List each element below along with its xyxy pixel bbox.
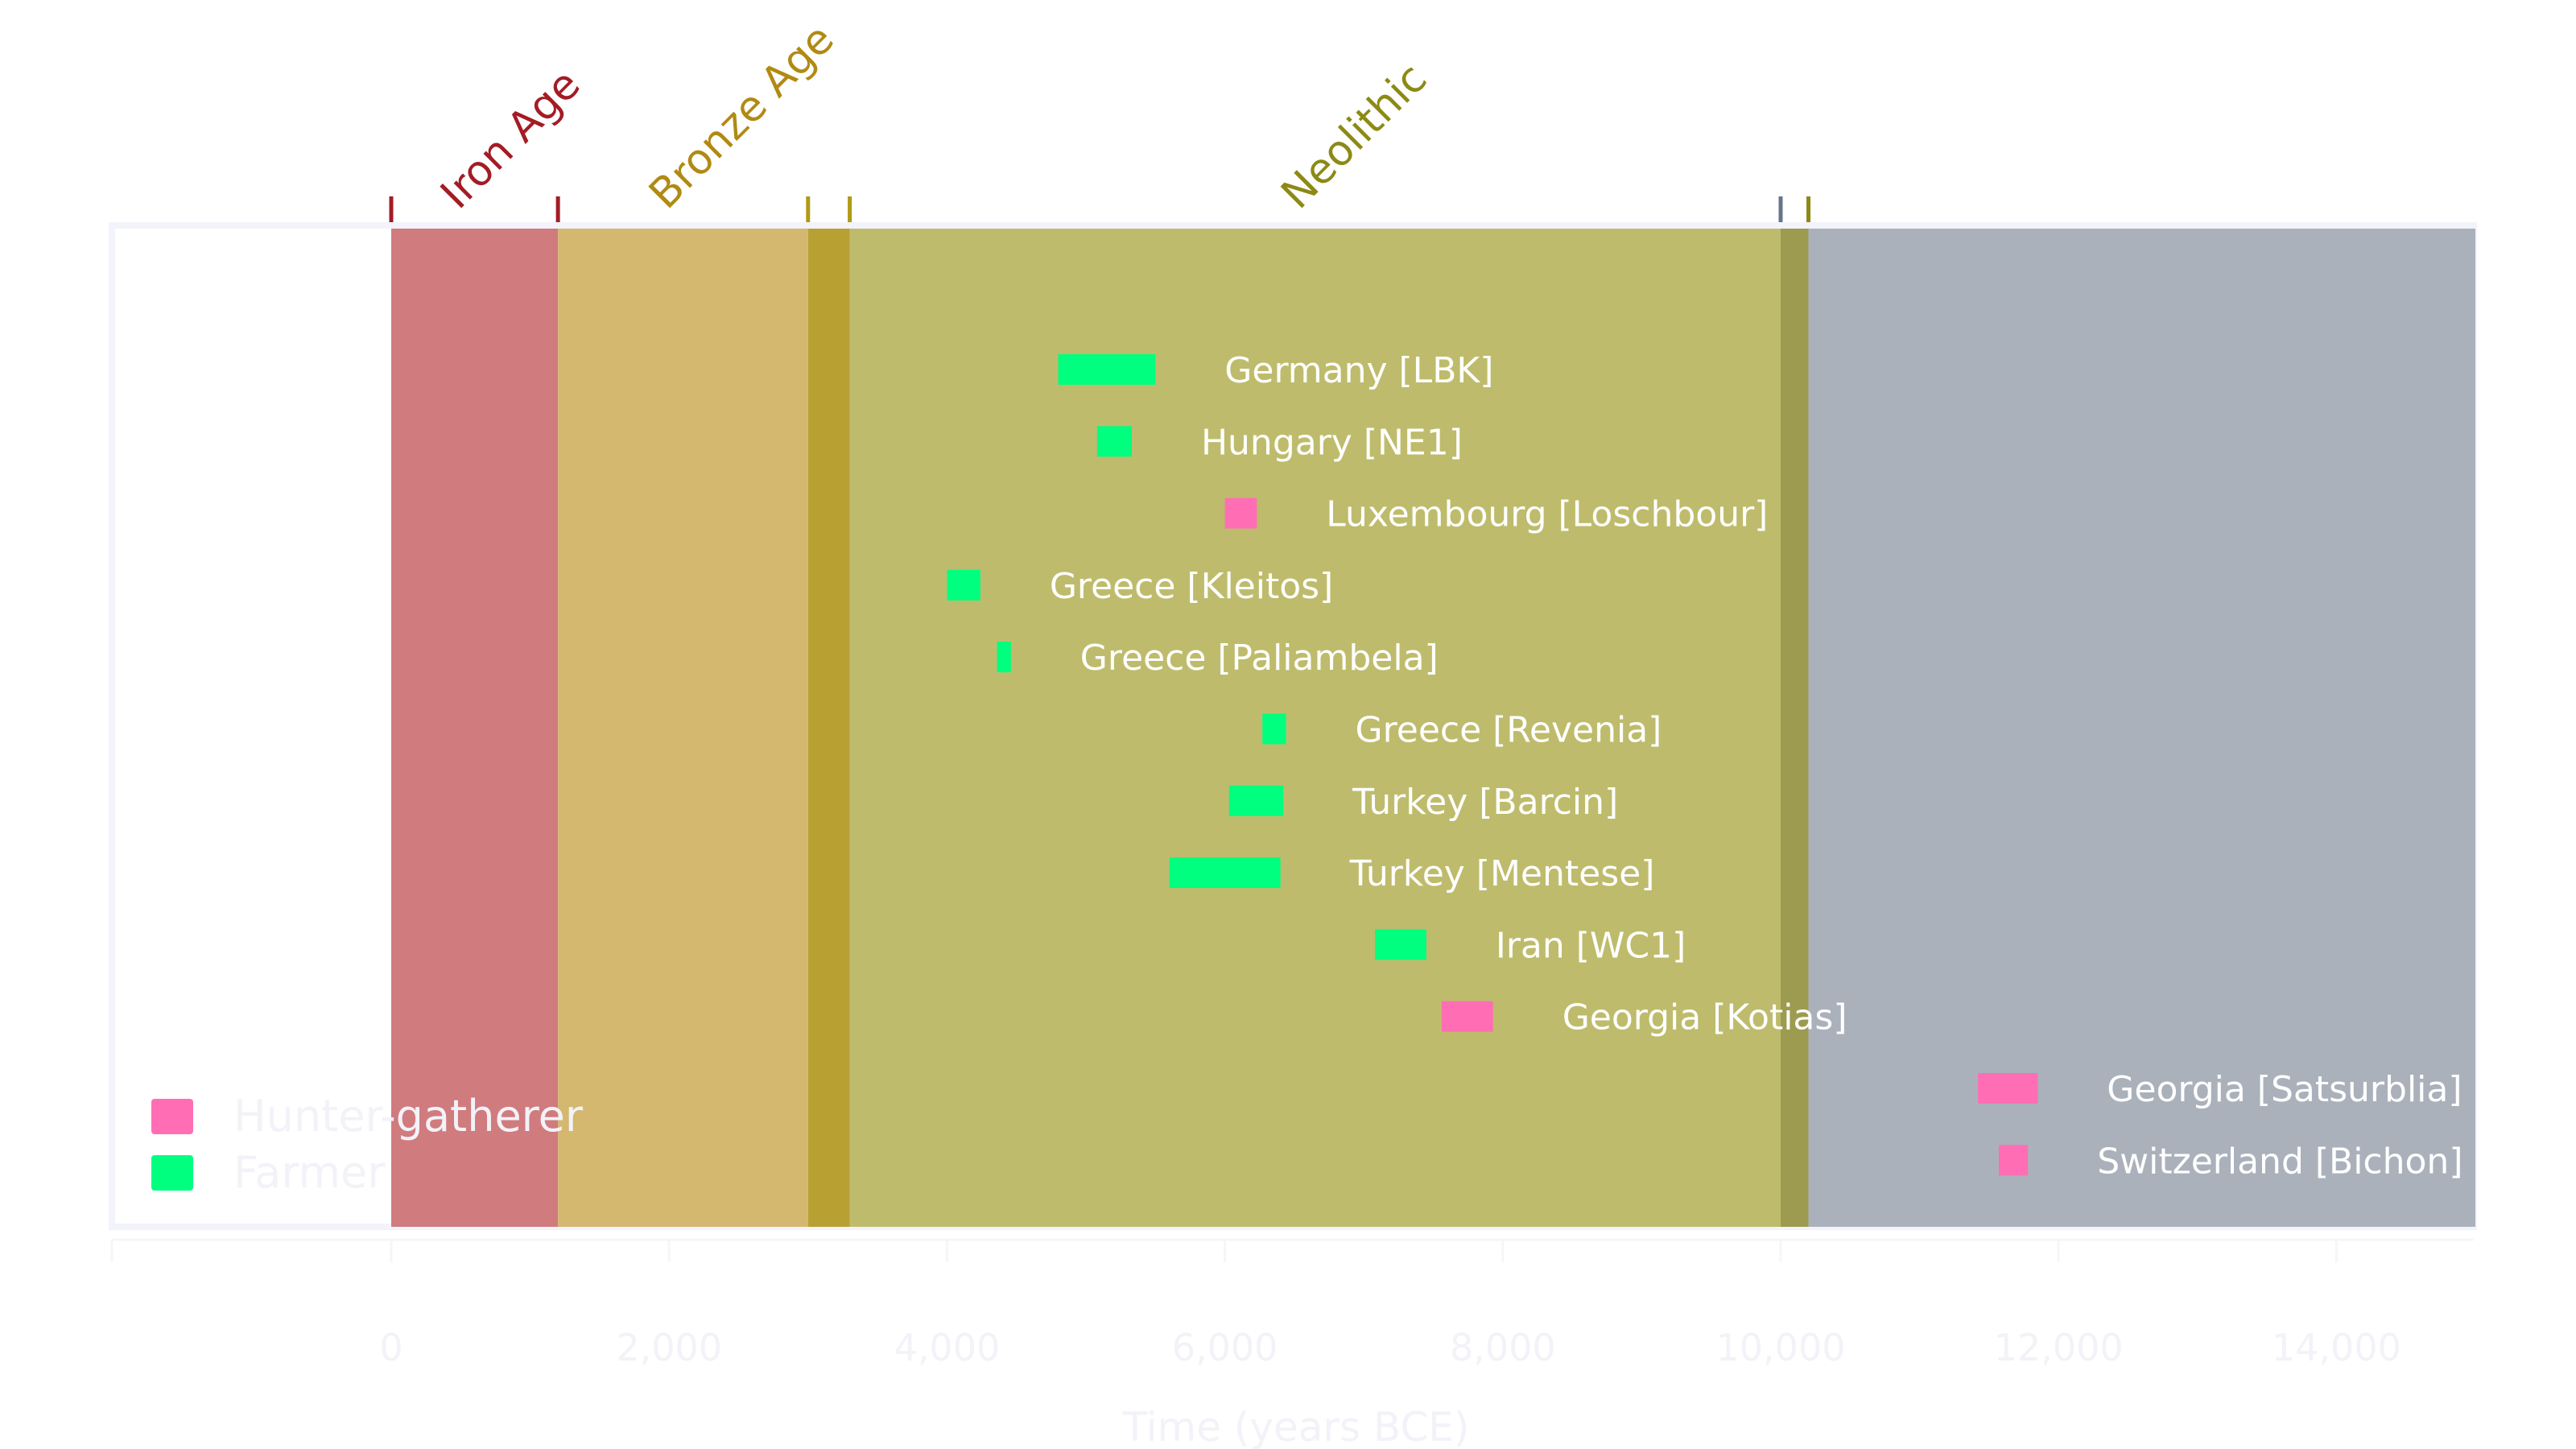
sample-label-switzerland-bichon: Switzerland [Bichon] xyxy=(2097,1141,2462,1182)
sample-bars xyxy=(947,354,2038,1176)
x-tick-label: 6,000 xyxy=(1172,1326,1278,1369)
period-band-bronze-neolithic-transition xyxy=(807,229,850,1227)
sample-bar-greece-paliambela xyxy=(997,642,1011,673)
sample-label-luxembourg-loschbour: Luxembourg [Loschbour] xyxy=(1326,494,1768,535)
period-labels: Iron Age Bronze Age Neolithic xyxy=(431,15,1436,218)
sample-label-iran-wc1: Iran [WC1] xyxy=(1496,925,1686,966)
sample-label-greece-kleitos: Greece [Kleitos] xyxy=(1050,566,1333,607)
x-axis: 0 2,000 4,000 6,000 8,000 10,000 12,000 14,000 xyxy=(110,1238,2474,1369)
legend-label-hunter-gatherer: Hunter-gatherer xyxy=(233,1091,584,1141)
sample-label-georgia-satsurblia: Georgia [Satsurblia] xyxy=(2107,1069,2462,1110)
legend-label-farmer: Farmer xyxy=(233,1147,386,1198)
sample-bar-germany-lbk xyxy=(1058,354,1156,385)
sample-label-turkey-mentese: Turkey [Mentese] xyxy=(1349,853,1655,894)
x-tick-label: 2,000 xyxy=(616,1326,722,1369)
sample-label-hungary-ne1: Hungary [NE1] xyxy=(1201,422,1463,463)
x-tick-label: 4,000 xyxy=(894,1326,1001,1369)
sample-bar-hungary-ne1 xyxy=(1096,426,1132,457)
sample-bar-turkey-barcin xyxy=(1228,785,1284,816)
sample-bar-iran-wc1 xyxy=(1375,929,1426,960)
sample-bar-greece-revenia xyxy=(1262,713,1286,745)
x-tick-label: 8,000 xyxy=(1450,1326,1556,1369)
sample-label-georgia-kotias: Georgia [Kotias] xyxy=(1563,997,1847,1038)
sample-labels: Germany [LBK] Hungary [NE1] Luxembourg [Lo… xyxy=(1050,350,2463,1182)
period-bands xyxy=(391,229,2475,1227)
sample-label-germany-lbk: Germany [LBK] xyxy=(1224,350,1493,391)
sample-bar-switzerland-bichon xyxy=(1998,1145,2029,1176)
x-axis-title: Time (years BCE) xyxy=(1122,1404,1470,1449)
sample-bar-luxembourg-loschbour xyxy=(1224,497,1257,529)
x-tick-label: 12,000 xyxy=(1994,1326,2124,1369)
sample-label-greece-paliambela: Greece [Paliambela] xyxy=(1080,638,1439,679)
x-tick-label: 14,000 xyxy=(2272,1326,2401,1369)
sample-bar-turkey-mentese xyxy=(1169,857,1281,889)
legend-swatch-farmer xyxy=(151,1155,193,1191)
legend-swatch-hunter-gatherer xyxy=(151,1099,193,1134)
sample-label-turkey-barcin: Turkey [Barcin] xyxy=(1352,782,1618,823)
sample-bar-georgia-kotias xyxy=(1441,1001,1493,1032)
x-tick-label: 10,000 xyxy=(1716,1326,1846,1369)
period-band-mesolithic-and-earlier xyxy=(1808,229,2475,1227)
legend: Hunter-gatherer Farmer xyxy=(151,1091,584,1198)
sample-bar-georgia-satsurblia xyxy=(1978,1073,2038,1104)
x-tick-label: 0 xyxy=(379,1326,402,1369)
period-boundary-ticks xyxy=(389,196,1811,222)
period-label-neolithic: Neolithic xyxy=(1273,55,1437,219)
period-band-bronze-age xyxy=(558,229,808,1227)
period-label-iron-age: Iron Age xyxy=(431,60,589,218)
sample-bar-greece-kleitos xyxy=(947,569,980,601)
period-band-neolithic-mesolithic-transition xyxy=(1781,229,1809,1227)
sample-label-greece-revenia: Greece [Revenia] xyxy=(1356,710,1662,751)
period-band-iron-age xyxy=(391,229,559,1227)
period-label-bronze-age: Bronze Age xyxy=(640,15,843,218)
period-band-neolithic xyxy=(849,229,1781,1227)
